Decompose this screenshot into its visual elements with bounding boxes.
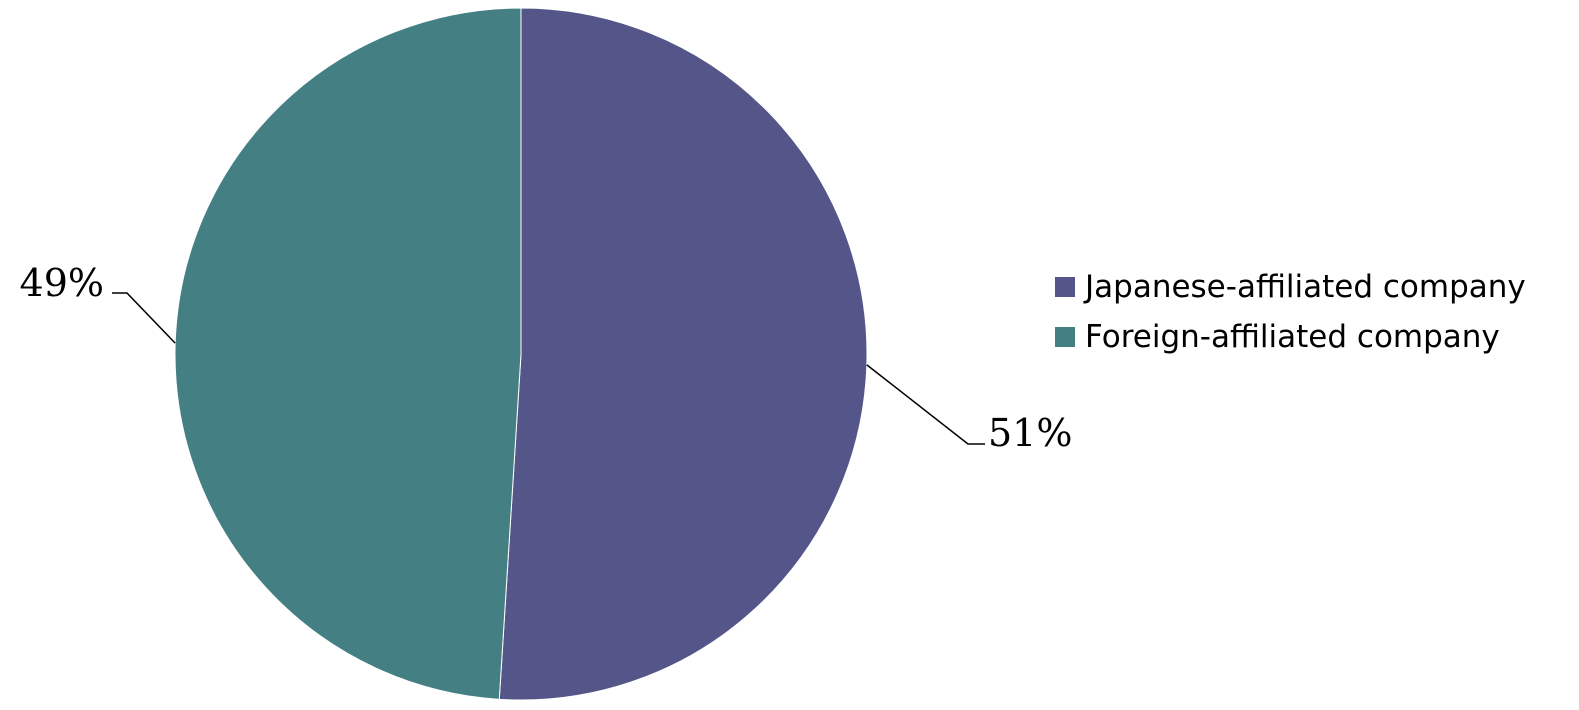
data-label-japanese: 51% <box>988 411 1072 455</box>
legend-item-japanese: Japanese-affiliated company <box>1055 262 1570 312</box>
pie-slice-foreign <box>174 7 522 700</box>
leader-line-japanese <box>866 364 985 445</box>
pie-slice-japanese <box>498 7 868 701</box>
leader-line-foreign <box>112 292 176 344</box>
data-label-foreign: 49% <box>20 261 104 305</box>
legend-swatch-japanese <box>1055 277 1075 297</box>
legend: Japanese-affiliated company Foreign-affi… <box>1055 262 1570 362</box>
legend-label-foreign: Foreign-affiliated company <box>1085 319 1500 355</box>
legend-label-japanese: Japanese-affiliated company <box>1085 269 1526 305</box>
legend-item-foreign: Foreign-affiliated company <box>1055 312 1570 362</box>
legend-swatch-foreign <box>1055 327 1075 347</box>
